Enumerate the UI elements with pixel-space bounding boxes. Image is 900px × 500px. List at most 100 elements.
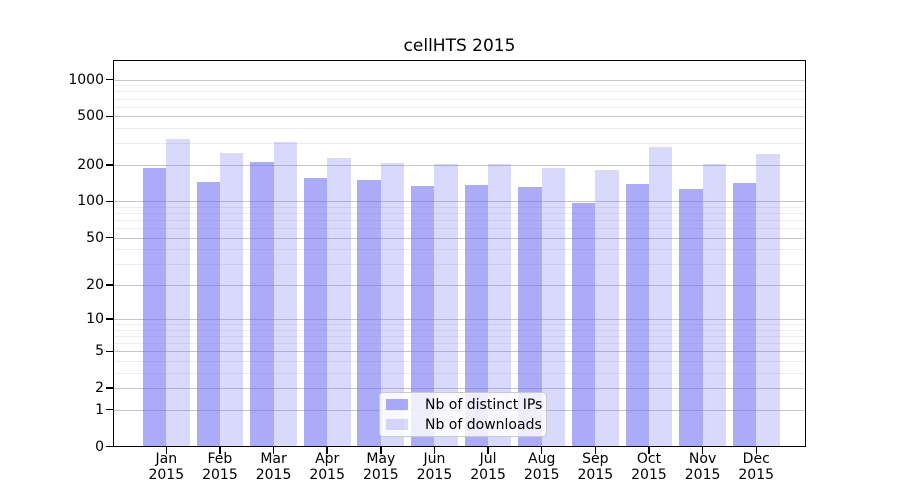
gridline-minor-90	[113, 206, 806, 208]
bar-downloads-sep	[595, 170, 619, 447]
bar-downloads-jul	[488, 163, 512, 447]
gridline-major-5	[113, 351, 806, 353]
bar-distinct-ips-dec	[732, 182, 757, 447]
chart-title: cellHTS 2015	[403, 36, 516, 56]
y-tick-label-1000: 1000	[68, 71, 104, 88]
gridline-minor-800	[113, 91, 806, 93]
legend-row-downloads: Nb of downloads	[386, 415, 546, 435]
gridline-major-2	[113, 388, 806, 390]
x-tick-oct	[648, 446, 650, 454]
bar-distinct-ips-apr	[303, 177, 328, 447]
gridline-minor-8	[113, 329, 806, 331]
y-tick-1	[106, 408, 113, 411]
gridline-major-200	[113, 164, 806, 166]
gridline-major-20	[113, 284, 806, 286]
x-tick-sep	[594, 446, 597, 454]
gridline-major-10	[113, 319, 806, 321]
legend-label-distinct-ips: Nb of distinct IPs	[425, 396, 543, 413]
bar-downloads-nov	[702, 163, 726, 447]
bar-distinct-ips-jan	[142, 167, 167, 447]
x-tick-feb	[219, 446, 221, 454]
bar-distinct-ips-jun	[411, 185, 435, 447]
bar-distinct-ips-jul	[464, 184, 489, 447]
gridline-minor-6	[113, 343, 806, 345]
x-tick-label-feb: Feb 2015	[202, 451, 238, 483]
gridline-major-500	[113, 116, 806, 118]
x-tick-label-sep: Sep 2015	[577, 451, 614, 483]
y-tick-label-100: 100	[77, 193, 104, 210]
x-tick-nov	[701, 446, 704, 454]
gridline-minor-4	[113, 361, 806, 363]
x-tick-mar	[272, 446, 275, 454]
y-tick-label-1: 1	[95, 401, 104, 418]
bar-downloads-feb	[219, 152, 244, 447]
y-tick-0	[106, 445, 113, 448]
bar-downloads-may	[380, 163, 405, 447]
y-tick-100	[106, 200, 113, 203]
gridline-minor-700	[113, 98, 806, 100]
gridline-major-100	[113, 201, 806, 203]
legend-swatch-distinct-ips	[386, 399, 408, 410]
gridline-major-1000	[113, 79, 806, 81]
gridline-minor-600	[113, 106, 806, 108]
x-tick-apr	[326, 446, 328, 454]
bar-distinct-ips-feb	[196, 181, 220, 447]
y-tick-label-10: 10	[86, 311, 104, 328]
x-tick-may	[380, 446, 382, 454]
y-tick-label-5: 5	[95, 343, 104, 360]
bar-downloads-aug	[541, 168, 566, 447]
y-tick-1000	[106, 78, 113, 81]
bar-downloads-oct	[648, 147, 673, 447]
gridline-minor-300	[113, 143, 806, 145]
x-tick-label-dec: Dec 2015	[738, 451, 775, 483]
legend-swatch-downloads	[386, 419, 408, 430]
bar-distinct-ips-nov	[679, 189, 703, 447]
gridline-minor-400	[113, 128, 806, 130]
y-tick-50	[106, 237, 113, 239]
gridline-minor-7	[113, 336, 806, 338]
bar-downloads-jun	[434, 164, 458, 447]
y-tick-label-2: 2	[95, 380, 104, 397]
gridline-major-50	[113, 237, 806, 239]
x-tick-label-mar: Mar 2015	[255, 451, 292, 483]
y-tick-2	[106, 387, 113, 389]
y-tick-5	[106, 350, 113, 353]
gridline-minor-3	[113, 372, 806, 374]
x-tick-label-may: May 2015	[362, 451, 399, 483]
y-tick-label-20: 20	[86, 276, 104, 293]
y-tick-200	[106, 164, 113, 166]
bar-distinct-ips-may	[357, 180, 381, 447]
gridline-minor-9	[113, 324, 806, 326]
y-tick-label-50: 50	[86, 229, 104, 246]
gridline-minor-30	[113, 264, 806, 266]
x-tick-jan	[165, 446, 167, 454]
bar-downloads-apr	[327, 157, 351, 447]
x-tick-label-nov: Nov 2015	[684, 451, 721, 483]
x-tick-label-jul: Jul 2015	[470, 451, 506, 483]
x-tick-label-apr: Apr 2015	[309, 451, 345, 483]
legend: Nb of distinct IPs Nb of downloads	[379, 392, 547, 437]
x-tick-label-jun: Jun 2015	[416, 451, 453, 483]
x-tick-label-oct: Oct 2015	[631, 451, 667, 483]
y-tick-500	[106, 115, 113, 118]
x-tick-dec	[755, 446, 757, 454]
bar-distinct-ips-aug	[518, 187, 542, 447]
gridline-minor-70	[113, 220, 806, 222]
x-tick-label-jan: Jan 2015	[148, 451, 185, 483]
y-tick-label-200: 200	[77, 156, 104, 173]
bar-distinct-ips-mar	[250, 161, 274, 447]
x-tick-jul	[487, 446, 489, 454]
y-tick-20	[106, 284, 113, 286]
x-tick-aug	[541, 446, 543, 454]
legend-label-downloads: Nb of downloads	[425, 416, 542, 433]
bar-downloads-jan	[166, 139, 190, 447]
gridline-minor-40	[113, 249, 806, 251]
bar-distinct-ips-sep	[571, 203, 596, 447]
bar-distinct-ips-oct	[625, 184, 649, 447]
bar-downloads-mar	[273, 142, 297, 447]
gridline-minor-60	[113, 228, 806, 230]
legend-row-distinct-ips: Nb of distinct IPs	[386, 395, 546, 415]
gridline-minor-900	[113, 85, 806, 87]
y-tick-label-500: 500	[77, 108, 104, 125]
